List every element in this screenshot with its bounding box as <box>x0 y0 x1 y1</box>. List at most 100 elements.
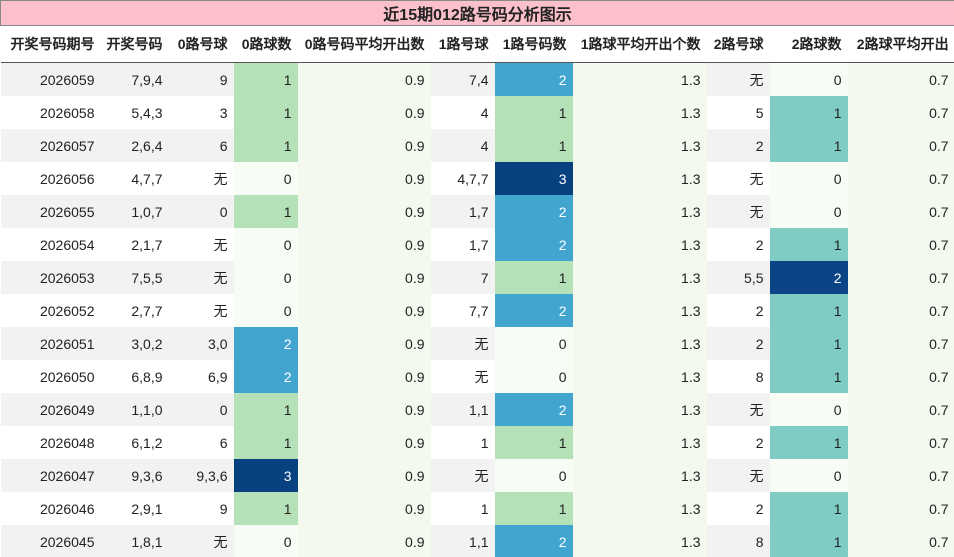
table-cell: 4,7,7 <box>100 162 169 195</box>
table-cell: 0 <box>168 195 234 228</box>
table-cell: 1 <box>769 492 848 525</box>
table-cell: 0 <box>769 459 848 492</box>
table-cell: 2 <box>233 360 298 393</box>
table-cell: 2026053 <box>0 261 101 294</box>
table-cell: 无 <box>430 459 495 492</box>
table-cell: 0.9 <box>297 96 431 129</box>
table-cell: 1.3 <box>572 426 707 459</box>
table-cell: 0 <box>233 525 298 557</box>
table-row: 2026057 2,6,4 6 1 0.9 4 1 1.3 2 1 0.7 <box>0 129 954 162</box>
table-cell: 1.3 <box>572 294 707 327</box>
table-cell: 1.3 <box>572 261 707 294</box>
table-cell: 0.7 <box>847 62 954 96</box>
table-cell: 2 <box>494 62 573 96</box>
table-cell: 0 <box>168 393 234 426</box>
table-cell: 7,7 <box>430 294 495 327</box>
table-cell: 0.7 <box>847 492 954 525</box>
table-cell: 2 <box>494 525 573 557</box>
table-cell: 4 <box>430 129 495 162</box>
table-cell: 3 <box>168 96 234 129</box>
table-cell: 1.3 <box>572 360 707 393</box>
table-cell: 2026057 <box>0 129 101 162</box>
table-cell: 1 <box>233 62 298 96</box>
table-cell: 0 <box>233 162 298 195</box>
table-cell: 2 <box>706 129 770 162</box>
table-cell: 1.3 <box>572 228 707 261</box>
table-cell: 3 <box>494 162 573 195</box>
table-cell: 1,7 <box>430 228 495 261</box>
column-header: 0路球数 <box>233 25 298 63</box>
table-cell: 6 <box>168 426 234 459</box>
table-cell: 4,7,7 <box>430 162 495 195</box>
table-cell: 0.9 <box>297 459 431 492</box>
table-cell: 无 <box>168 294 234 327</box>
table-cell: 1 <box>233 96 298 129</box>
table-cell: 0 <box>769 393 848 426</box>
table-cell: 1 <box>769 96 848 129</box>
column-header: 2路号球 <box>706 25 770 63</box>
table-row: 2026049 1,1,0 0 1 0.9 1,1 2 1.3 无 0 0.7 <box>0 393 954 426</box>
table-cell: 0.9 <box>297 492 431 525</box>
table-cell: 9 <box>168 492 234 525</box>
table-cell: 1 <box>494 129 573 162</box>
table-cell: 2026058 <box>0 96 101 129</box>
table-cell: 8 <box>706 525 770 557</box>
table-cell: 0 <box>233 228 298 261</box>
table-cell: 2026049 <box>0 393 101 426</box>
column-header: 1路号码数 <box>494 25 573 63</box>
table-cell: 1 <box>233 426 298 459</box>
table-cell: 2 <box>769 261 848 294</box>
table-cell: 6,9 <box>168 360 234 393</box>
table-cell: 0.9 <box>297 294 431 327</box>
table-cell: 0 <box>494 327 573 360</box>
table-cell: 0.7 <box>847 393 954 426</box>
column-header: 1路球平均开出个数 <box>572 25 707 63</box>
table-cell: 1.3 <box>572 195 707 228</box>
table-row: 2026050 6,8,9 6,9 2 0.9 无 0 1.3 8 1 0.7 <box>0 360 954 393</box>
table-row: 2026054 2,1,7 无 0 0.9 1,7 2 1.3 2 1 0.7 <box>0 228 954 261</box>
table-row: 2026047 9,3,6 9,3,6 3 0.9 无 0 1.3 无 0 0.7 <box>0 459 954 492</box>
table-cell: 2 <box>494 294 573 327</box>
table-cell: 1,8,1 <box>100 525 169 557</box>
column-header: 1路号球 <box>430 25 495 63</box>
table-cell: 无 <box>168 261 234 294</box>
table-cell: 1,1 <box>430 525 495 557</box>
table-cell: 1.3 <box>572 162 707 195</box>
table-cell: 2 <box>706 492 770 525</box>
table-cell: 8 <box>706 360 770 393</box>
table-cell: 2026056 <box>0 162 101 195</box>
column-header: 2路球数 <box>769 25 848 63</box>
table-cell: 3,0,2 <box>100 327 169 360</box>
table-cell: 2026050 <box>0 360 101 393</box>
table-cell: 2 <box>706 228 770 261</box>
table-cell: 4 <box>430 96 495 129</box>
table-cell: 1 <box>494 261 573 294</box>
table-cell: 0.9 <box>297 228 431 261</box>
table-cell: 1 <box>769 294 848 327</box>
table-cell: 0 <box>769 62 848 96</box>
table-cell: 无 <box>706 62 770 96</box>
column-header: 0路号球 <box>168 25 234 63</box>
table-cell: 9,3,6 <box>168 459 234 492</box>
table-cell: 1.3 <box>572 96 707 129</box>
table-row: 2026058 5,4,3 3 1 0.9 4 1 1.3 5 1 0.7 <box>0 96 954 129</box>
table-cell: 无 <box>706 195 770 228</box>
table-cell: 0 <box>233 261 298 294</box>
table-row: 2026059 7,9,4 9 1 0.9 7,4 2 1.3 无 0 0.7 <box>0 62 954 96</box>
table-body: 2026059 7,9,4 9 1 0.9 7,4 2 1.3 无 0 0.7 2026058 5,4,… <box>0 62 954 557</box>
table-cell: 0.9 <box>297 129 431 162</box>
table-cell: 0.7 <box>847 360 954 393</box>
table-cell: 0 <box>769 162 848 195</box>
table-row: 2026051 3,0,2 3,0 2 0.9 无 0 1.3 2 1 0.7 <box>0 327 954 360</box>
table-cell: 7,5,5 <box>100 261 169 294</box>
column-header: 开奖号码期号 <box>0 25 101 63</box>
table-cell: 0 <box>769 195 848 228</box>
table-cell: 1,0,7 <box>100 195 169 228</box>
table-row: 2026045 1,8,1 无 0 0.9 1,1 2 1.3 8 1 0.7 <box>0 525 954 557</box>
column-header: 2路球平均开出 <box>847 25 954 63</box>
table-cell: 3 <box>233 459 298 492</box>
table-cell: 无 <box>430 360 495 393</box>
table-cell: 无 <box>168 162 234 195</box>
